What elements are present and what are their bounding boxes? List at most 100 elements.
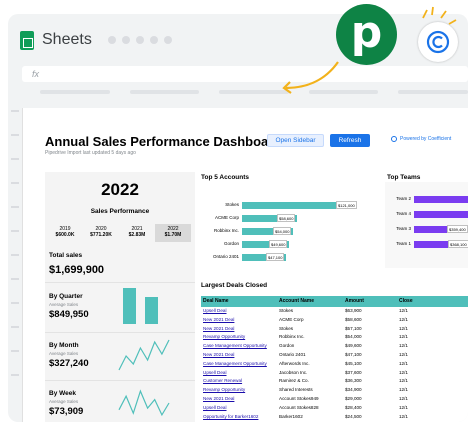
year-cell-2019[interactable]: 2019 $600.0K	[47, 224, 83, 242]
row-header[interactable]	[11, 134, 19, 136]
deal-name-cell[interactable]: Revamp Opportunity	[203, 334, 246, 340]
column-header[interactable]	[398, 90, 468, 94]
year-cell-2021[interactable]: 2021 $2.83M	[119, 224, 155, 242]
table-row[interactable]: New 2021 Deal ACME Corp $58,600 12/1	[201, 316, 468, 325]
table-row[interactable]: Upsell Deal Stokes $63,900 12/1	[201, 307, 468, 316]
row-headers	[8, 110, 22, 410]
column-header-close[interactable]: Close	[399, 298, 413, 304]
account-bar	[242, 228, 293, 235]
row-header[interactable]	[11, 230, 19, 232]
row-header[interactable]	[11, 374, 19, 376]
close-cell: 12/1	[397, 421, 468, 422]
divider	[45, 282, 195, 283]
fx-label: fx	[32, 69, 40, 79]
year-cell-2020[interactable]: 2020 $771.20K	[83, 224, 119, 242]
year-cell-2022[interactable]: 2022 $1.70M	[155, 224, 191, 242]
deal-name-cell[interactable]: Upsell Deal	[203, 404, 227, 410]
table-row[interactable]: New 2021 Deal Stokes $57,100 12/1	[201, 325, 468, 334]
amount-cell: $24,000	[343, 421, 397, 422]
table-row[interactable]: Revamp Opportunity Shared Interests $34,90…	[201, 386, 468, 395]
powered-by-link[interactable]: Powered by Coefficient	[391, 136, 451, 142]
account-bar	[242, 215, 297, 222]
table-row[interactable]: Opportunity for Barker1602 Barker1602 $24,…	[201, 413, 468, 422]
deal-name-cell[interactable]: Opportunity for Rice1187X	[201, 421, 277, 422]
sheets-icon	[20, 30, 34, 50]
top-teams-chart: Team 2 Team 4 Team 3 $359,400 Team 1 $368,100	[385, 182, 468, 268]
top-accounts-title: Top 5 Accounts	[201, 174, 250, 181]
table-row[interactable]: Customer Renewal Ramirez & Co. $36,300 12/1	[201, 377, 468, 386]
account-name-cell: Gordon	[279, 343, 295, 349]
table-row[interactable]: Case Management Opportunity Gordon $49,600…	[201, 342, 468, 351]
account-name-cell: Stokes	[279, 325, 294, 331]
deal-name-cell[interactable]: Upsell Deal	[203, 308, 227, 313]
account-bar-row: Gordon $49,600	[201, 239, 377, 249]
table-row[interactable]: Opportunity for Rice1187XAccount Rice118…	[201, 421, 468, 422]
column-header-account-name[interactable]: Account Name	[279, 298, 315, 304]
toolbar-dot	[149, 36, 158, 44]
table-row[interactable]: New 2021 Deal Account Stokes949 $29,000 12/…	[201, 395, 468, 404]
row-header[interactable]	[11, 302, 19, 304]
row-header[interactable]	[11, 182, 19, 184]
team-bar-label: Team 4	[396, 211, 411, 216]
team-bar-label: Team 2	[396, 196, 411, 201]
deal-name-cell[interactable]: New 2021 Deal	[203, 316, 235, 322]
divider	[45, 332, 195, 333]
column-header[interactable]	[129, 90, 200, 94]
account-bar-row: Ontario 2401 $47,100	[201, 252, 377, 262]
formula-bar[interactable]: fx	[22, 66, 468, 82]
year-cell-value: $2.83M	[128, 232, 146, 238]
team-bar	[414, 241, 468, 248]
table-row[interactable]: Case Management Opportunity Afterwords In…	[201, 360, 468, 369]
summary-panel: 2022 Sales Performance 2019 $600.0K 2020…	[45, 172, 195, 422]
amount-cell: $34,900	[345, 387, 362, 393]
column-header[interactable]	[219, 90, 289, 94]
year-cell-value: $1.70M	[164, 232, 182, 238]
close-cell: 12/1	[399, 316, 408, 322]
deal-name-cell[interactable]: Case Management Opportunity	[203, 343, 267, 349]
table-row[interactable]: Upsell Deal Jacobson Inc. $37,600 12/1	[201, 369, 468, 378]
largest-deals-table: Deal Name Account Name Amount Close Upse…	[201, 296, 468, 422]
refresh-button[interactable]: Refresh	[330, 134, 370, 147]
deal-name-cell[interactable]: Customer Renewal	[203, 378, 243, 384]
open-sidebar-button[interactable]: Open Sidebar	[267, 134, 324, 147]
quarter-bar	[145, 297, 158, 324]
table-row[interactable]: New 2021 Deal Ontario 2401 $47,100 12/1	[201, 351, 468, 360]
row-header[interactable]	[11, 110, 19, 112]
column-header[interactable]	[40, 90, 110, 94]
account-bar-label: Ontario 2401	[212, 254, 239, 259]
team-bar-row: Team 1 $368,100	[385, 239, 468, 249]
deal-name-cell[interactable]: Case Management Opportunity	[203, 360, 267, 366]
close-cell: 12/1	[399, 308, 408, 313]
by-month-label: By Month	[49, 342, 79, 349]
row-header[interactable]	[11, 326, 19, 328]
column-header-amount[interactable]: Amount	[345, 298, 364, 304]
account-bar-value: $49,600	[269, 240, 288, 248]
row-header[interactable]	[11, 278, 19, 280]
sales-performance-label: Sales Performance	[90, 208, 150, 215]
close-cell: 12/1	[399, 360, 408, 366]
column-header-deal-name[interactable]: Deal Name	[203, 298, 229, 304]
deal-name-cell[interactable]: New 2021 Deal	[203, 351, 235, 357]
row-header[interactable]	[11, 206, 19, 208]
close-cell: 12/1	[399, 404, 408, 410]
row-header[interactable]	[11, 158, 19, 160]
table-row[interactable]: Upsell Deal Account Stokes828 $28,400 12/1	[201, 404, 468, 413]
deal-name-cell[interactable]: Upsell Deal	[203, 369, 227, 375]
account-bar-label: Stokes	[225, 202, 239, 207]
year-cell-year: 2020	[95, 226, 107, 232]
amount-cell: $47,100	[345, 351, 362, 357]
deal-name-cell[interactable]: Revamp Opportunity	[203, 387, 246, 393]
account-name-cell: Account Rice1187X	[277, 421, 343, 422]
account-name-cell: Jacobson Inc.	[279, 369, 308, 375]
deal-name-cell[interactable]: New 2021 Deal	[203, 325, 235, 331]
deal-name-cell[interactable]: Opportunity for Barker1602	[203, 413, 259, 419]
divider	[45, 380, 195, 381]
deal-name-cell[interactable]: New 2021 Deal	[203, 395, 235, 401]
row-header[interactable]	[11, 254, 19, 256]
by-quarter-label: By Quarter	[49, 293, 83, 300]
sheets-toolbar: Sheets	[8, 14, 468, 66]
row-header[interactable]	[11, 350, 19, 352]
column-header[interactable]	[308, 90, 379, 94]
table-row[interactable]: Revamp Opportunity Robbinx Inc. $54,000 12/…	[201, 333, 468, 342]
spreadsheet-window: Sheets fx Annual Sales Performance Dashb…	[8, 14, 468, 422]
